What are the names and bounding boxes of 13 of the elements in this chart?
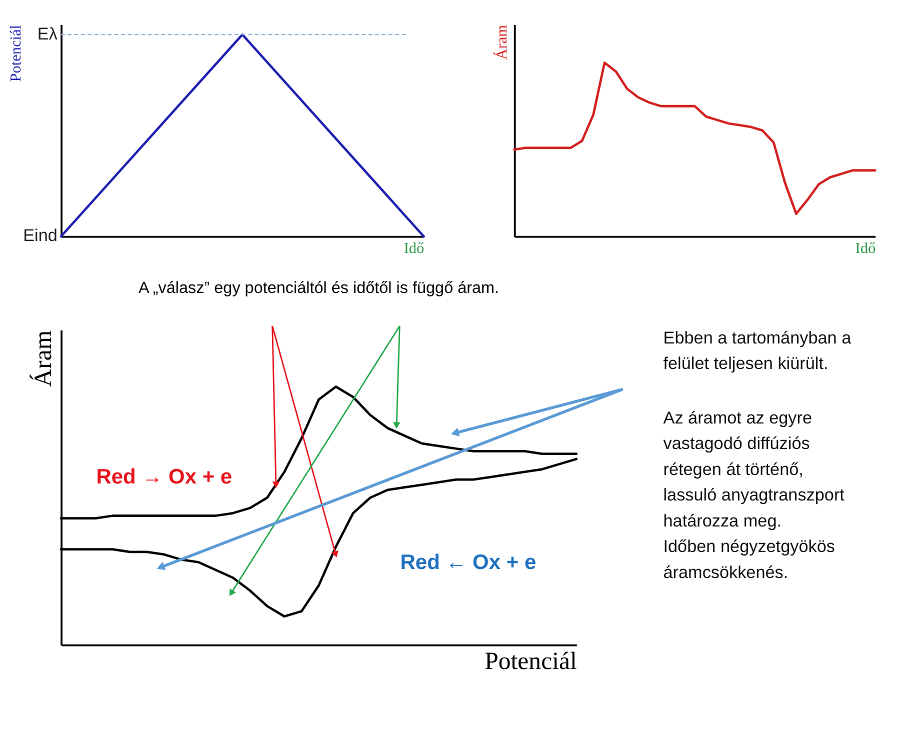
annotation: Red ← Ox + e [400,550,536,574]
y-axis-title: Áram [29,330,58,387]
text: Eλ [37,23,58,44]
x-axis-title: Idő [855,240,876,258]
chart-title: A „válasz” egy potenciáltól és időtől is függő áram. [138,278,500,297]
x-axis-title: Potenciál [484,648,577,676]
y-axis-title: Potenciál [8,24,25,82]
y-axis-title: Áram [492,24,510,60]
annotation: Red → Ox + e [96,466,232,489]
text: Ebben a tartományban a felület teljesen kiürült. [663,327,852,374]
text: Az áramot az egyre vastagodó diffúziós rétegen át történő, lassuló anyagtranszport határozza meg. Időben négyzetgyökös áramcsökkenés. [663,407,845,582]
x-axis-title: Idő [404,240,425,258]
text: Eind [23,225,58,246]
